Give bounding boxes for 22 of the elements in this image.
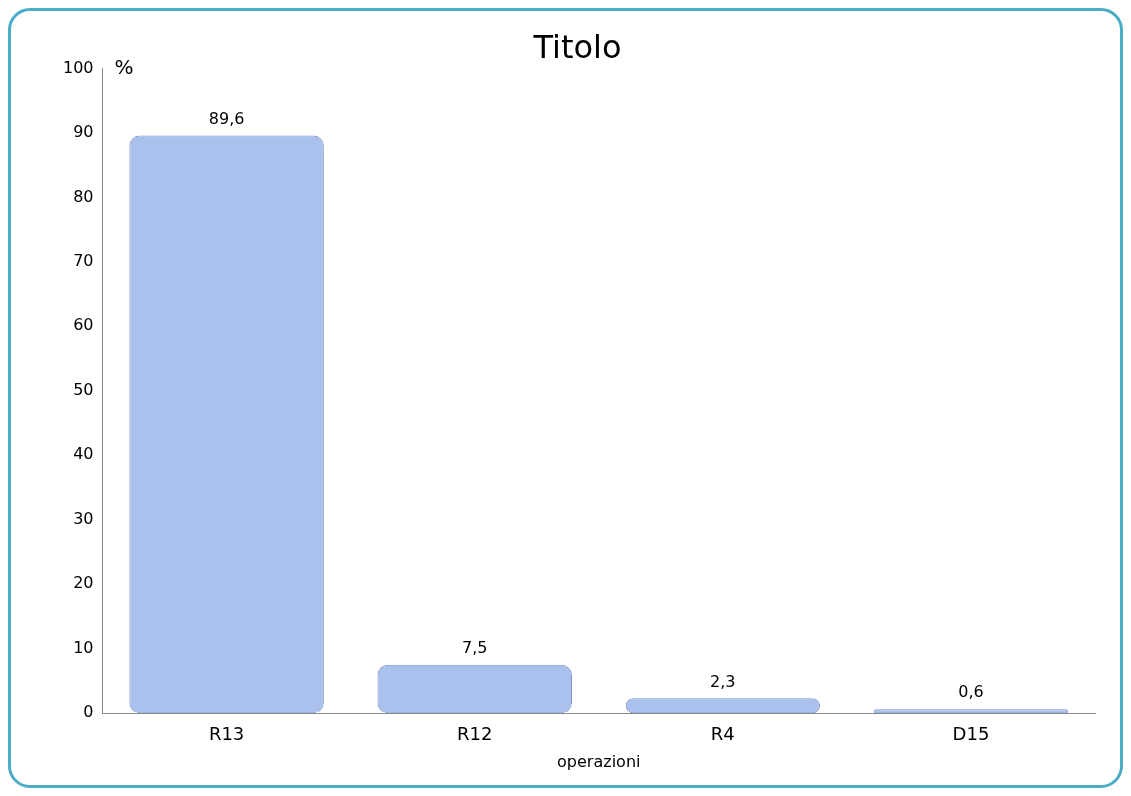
x-tick-label: R13 — [208, 722, 245, 744]
x-tick-label: R4 — [710, 722, 735, 744]
y-tick-label: 100 — [62, 57, 94, 77]
y-axis-title: % — [114, 54, 134, 79]
data-label: 7,5 — [461, 638, 488, 657]
y-tick-label: 60 — [73, 315, 94, 335]
data-label: 89,6 — [208, 108, 245, 128]
y-tick-label: 70 — [73, 251, 94, 270]
data-label: 0,6 — [958, 682, 984, 702]
y-tick-label: 40 — [73, 444, 94, 464]
y-tick-label: 90 — [73, 122, 94, 142]
data-label: 2,3 — [710, 671, 736, 691]
y-tick-label: 0 — [83, 702, 94, 722]
chart-title: Titolo — [532, 27, 622, 66]
x-axis-title: operazioni — [557, 751, 641, 771]
y-tick-label: 10 — [73, 637, 94, 657]
y-tick-label: 80 — [73, 186, 94, 206]
x-tick-label: D15 — [952, 722, 990, 744]
y-tick-label: 20 — [73, 573, 94, 593]
y-tick-label: 50 — [73, 379, 94, 399]
x-tick-label: R12 — [457, 722, 493, 744]
y-tick-label: 30 — [73, 508, 94, 528]
